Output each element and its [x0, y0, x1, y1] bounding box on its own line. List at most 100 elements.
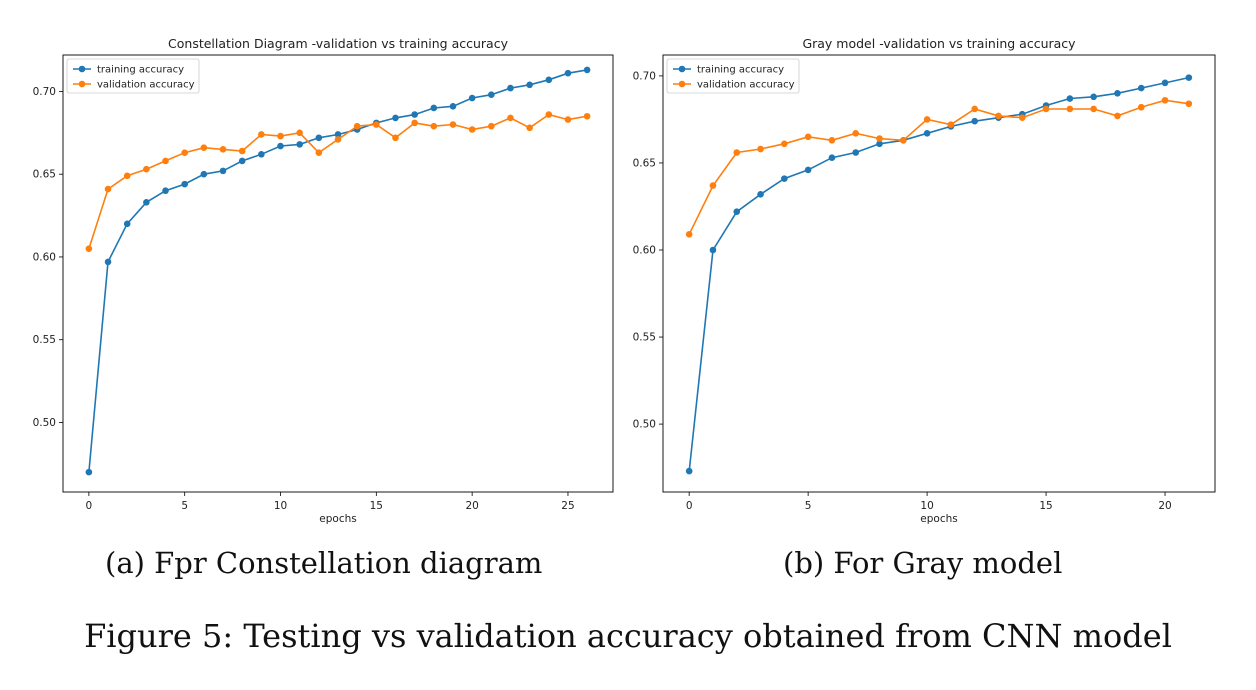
legend-box — [66, 58, 200, 94]
data-point-validation — [1137, 103, 1145, 111]
series-line-training — [688, 76, 1189, 472]
data-point-validation — [85, 245, 93, 252]
data-point-validation — [219, 146, 227, 153]
data-point-validation — [545, 111, 553, 118]
data-point-training — [1090, 93, 1097, 101]
data-point-training — [296, 141, 303, 148]
data-point-validation — [488, 122, 495, 130]
data-point-training — [876, 140, 883, 148]
data-point-training — [238, 157, 246, 165]
data-point-validation — [258, 131, 265, 138]
data-point-validation — [923, 116, 931, 123]
data-point-training — [143, 199, 150, 206]
data-point-training — [1114, 90, 1121, 97]
data-point-validation — [947, 121, 955, 128]
y-tick-label: 0.60 — [633, 244, 656, 256]
data-point-validation — [1114, 112, 1121, 120]
x-tick-label: 0 — [686, 500, 693, 512]
x-tick-label: 15 — [1039, 500, 1052, 512]
y-tick-label: 0.70 — [33, 86, 56, 98]
data-point-validation — [828, 137, 836, 144]
data-point-training — [181, 180, 188, 188]
data-point-validation — [526, 124, 533, 132]
data-point-training — [315, 134, 323, 142]
data-point-validation — [804, 133, 812, 141]
data-point-training — [1161, 79, 1169, 87]
data-point-validation — [143, 165, 150, 173]
x-axis-label: epochs — [319, 513, 356, 525]
data-point-training — [733, 208, 741, 215]
data-point-validation — [995, 112, 1002, 120]
data-point-training — [392, 114, 399, 122]
data-point-validation — [583, 112, 591, 120]
x-tick-label: 10 — [920, 500, 933, 512]
data-point-validation — [1161, 96, 1169, 104]
y-tick-label: 0.50 — [633, 419, 656, 431]
data-point-training — [828, 154, 836, 162]
data-point-training — [709, 246, 717, 254]
legend-label: training accuracy — [97, 65, 184, 76]
x-axis-label: epochs — [920, 513, 957, 525]
x-tick-label: 20 — [1158, 500, 1171, 512]
data-point-validation — [1090, 105, 1097, 113]
data-point-training — [757, 190, 764, 198]
data-point-validation — [733, 149, 741, 156]
data-point-validation — [296, 129, 303, 137]
data-point-training — [488, 91, 495, 99]
x-tick-label: 10 — [274, 500, 287, 512]
legend-marker — [678, 80, 686, 88]
legend-label: training accuracy — [697, 65, 784, 76]
data-point-validation — [238, 147, 246, 155]
data-point-training — [971, 117, 978, 125]
data-point-training — [1185, 74, 1193, 81]
x-tick-label: 5 — [181, 500, 188, 512]
y-tick-label: 0.70 — [633, 70, 656, 82]
data-point-validation — [900, 137, 907, 144]
data-point-validation — [876, 135, 883, 142]
subcaption-b: (b) For Gray model — [783, 546, 1063, 580]
data-point-validation — [181, 149, 188, 156]
legend-marker — [78, 65, 86, 73]
x-tick-label: 25 — [561, 500, 574, 512]
legend-marker — [78, 80, 86, 88]
y-tick-label: 0.65 — [33, 169, 56, 181]
plot-frame — [62, 54, 614, 493]
data-point-training — [430, 104, 438, 112]
data-point-validation — [852, 130, 860, 137]
legend-box — [666, 58, 800, 94]
data-point-validation — [781, 140, 788, 148]
y-tick-label: 0.55 — [633, 332, 656, 344]
data-point-validation — [757, 145, 764, 153]
figure-caption: Figure 5: Testing vs validation accuracy… — [84, 617, 1172, 655]
data-point-validation — [1185, 100, 1193, 108]
legend-marker — [678, 65, 686, 73]
data-point-training — [258, 151, 265, 158]
data-point-validation — [353, 122, 361, 130]
data-point-validation — [468, 126, 476, 133]
data-point-validation — [411, 119, 418, 127]
data-point-validation — [507, 114, 514, 122]
y-tick-label: 0.65 — [633, 157, 656, 169]
legend-label: validation accuracy — [97, 80, 195, 91]
x-tick-label: 20 — [465, 500, 478, 512]
subcaption-a: (a) Fpr Constellation diagram — [105, 546, 543, 580]
data-point-training — [852, 149, 860, 156]
series-line-training — [88, 69, 588, 473]
data-point-training — [334, 131, 342, 138]
data-point-training — [449, 103, 457, 110]
data-point-training — [104, 258, 112, 266]
data-point-training — [804, 166, 812, 174]
data-point-training — [923, 130, 931, 137]
data-point-training — [564, 69, 572, 77]
y-tick-label: 0.50 — [33, 417, 56, 429]
y-tick-label: 0.55 — [33, 334, 56, 346]
data-point-training — [277, 142, 284, 150]
plot-frame — [662, 54, 1216, 493]
data-point-validation — [162, 157, 169, 165]
data-point-validation — [564, 116, 572, 123]
data-point-training — [1066, 95, 1074, 102]
chart-constellation: Constellation Diagram -validation vs tra… — [33, 36, 614, 525]
data-point-validation — [392, 134, 399, 142]
data-point-validation — [373, 121, 380, 128]
data-point-training — [583, 66, 591, 74]
